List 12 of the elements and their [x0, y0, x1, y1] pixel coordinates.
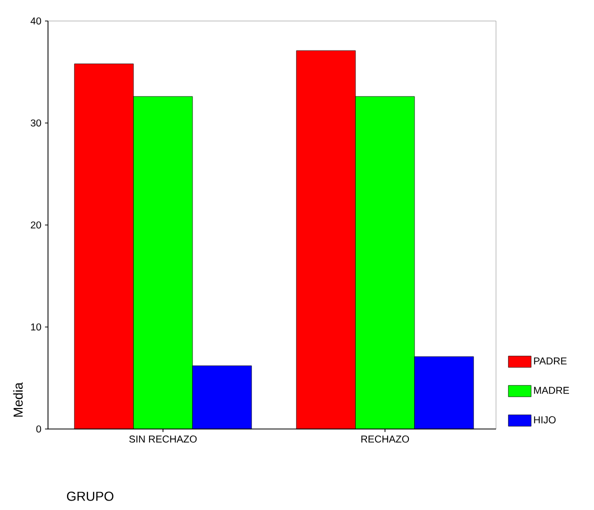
- legend-label: HIJO: [534, 416, 556, 424]
- legend-label: MADRE: [534, 386, 570, 394]
- x-tick-label: SIN RECHAZO: [129, 436, 197, 443]
- x-axis-title: GRUPO: [66, 492, 114, 501]
- y-tick-label: 30: [30, 119, 42, 127]
- x-tick-label: RECHAZO: [361, 436, 409, 443]
- y-tick-label: 0: [36, 425, 42, 433]
- legend-label: PADRE: [534, 358, 567, 364]
- y-tick-label: 20: [30, 221, 42, 229]
- y-tick-label: 40: [30, 17, 42, 25]
- y-tick-label: 10: [31, 323, 42, 331]
- y-axis-title: Media: [13, 382, 23, 417]
